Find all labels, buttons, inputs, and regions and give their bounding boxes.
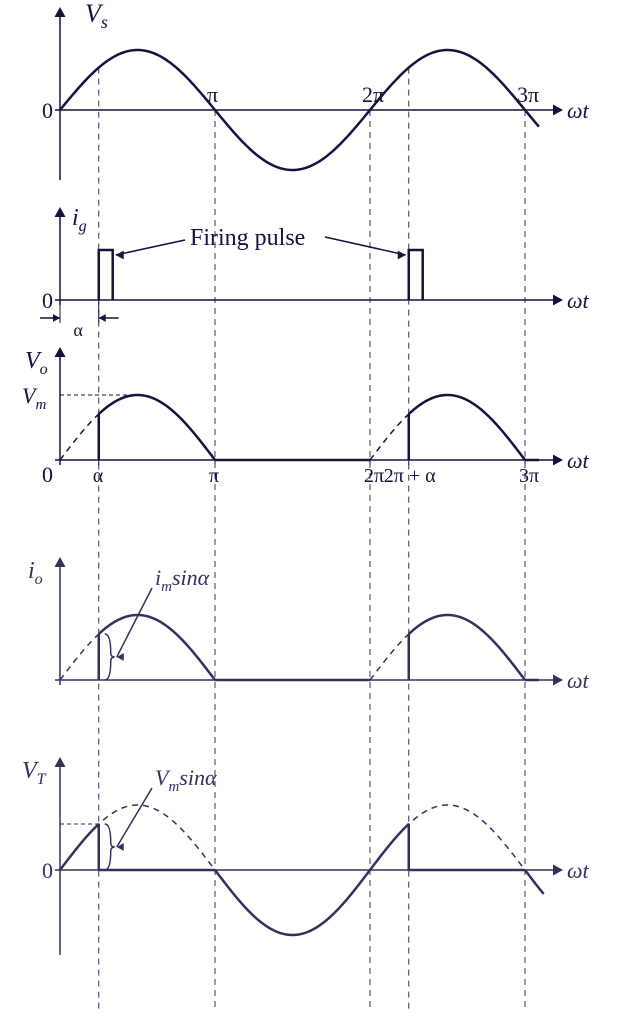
svg-text:0: 0 [42,462,53,487]
svg-text:α: α [93,465,104,487]
svg-text:Vmsinα: Vmsinα [155,765,217,795]
svg-text:Vs: Vs [85,0,108,32]
svg-text:ωt: ωt [567,448,590,473]
svg-text:ωt: ωt [567,858,590,883]
svg-text:VT: VT [22,758,47,788]
svg-text:0: 0 [42,98,53,123]
svg-text:3π: 3π [519,465,539,487]
svg-text:Vm: Vm [22,383,46,413]
svg-text:0: 0 [42,288,53,313]
svg-text:α: α [73,320,83,340]
svg-text:ωt: ωt [567,668,590,693]
svg-text:ig: ig [72,205,87,235]
svg-text:2π + α: 2π + α [384,465,436,487]
svg-text:ωt: ωt [567,288,590,313]
svg-text:imsinα: imsinα [155,565,210,595]
svg-text:io: io [28,558,43,588]
svg-text:π: π [207,82,218,107]
svg-text:Vo: Vo [25,348,48,378]
svg-text:3π: 3π [517,82,539,107]
svg-text:2π: 2π [364,465,384,487]
svg-text:0: 0 [42,858,53,883]
svg-text:2π: 2π [362,82,384,107]
svg-text:Firing pulse: Firing pulse [190,225,305,251]
waveform-diagram: Vs0π2π3πωtig0ωtFiring pulseαVoVm0ωtαπ2π2… [0,0,624,1024]
svg-text:ωt: ωt [567,98,590,123]
svg-text:π: π [209,465,219,487]
